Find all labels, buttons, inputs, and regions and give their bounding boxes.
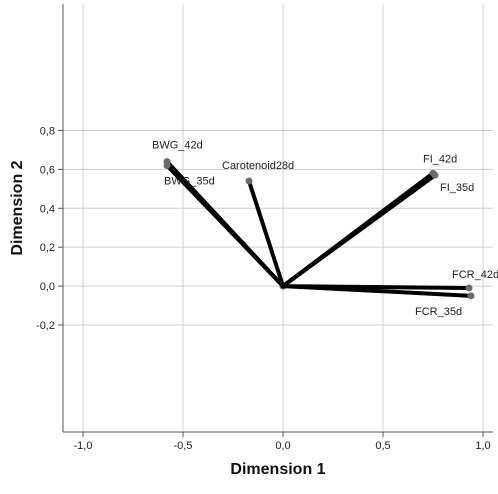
x-tick-label: -1,0 xyxy=(74,440,93,452)
label-layer: BWG_42d BWG_35d Carotenoid28d FI_42d FI_35d F… xyxy=(152,140,498,318)
vector-label-fcr-35d: FCR_35d xyxy=(415,306,462,318)
axis-layer: -1,0 -0,5 0,0 0,5 1,0 -0,2 0,0 0,2 0,4 0,6 0,8 xyxy=(36,4,493,452)
x-tick-label: 0,5 xyxy=(375,440,390,452)
vector-label-bwg-42d: BWG_42d xyxy=(152,140,203,152)
vector-line-carotenoid28d xyxy=(247,179,285,289)
vector-line-bwg-35d xyxy=(165,163,285,289)
y-tick-label: 0,2 xyxy=(40,242,55,254)
vector-point-carotenoid28d xyxy=(245,177,253,185)
vector-point-fi-35d xyxy=(431,171,439,179)
y-tick-label: 0,8 xyxy=(40,125,55,137)
vector-label-fi-42d: FI_42d xyxy=(423,153,457,165)
x-tick-label: -0,5 xyxy=(174,440,193,452)
vector-line-fi-35d xyxy=(281,173,437,289)
vector-label-fi-35d: FI_35d xyxy=(440,182,474,194)
y-tick-label: 0,0 xyxy=(40,281,55,293)
vector-line-fcr-35d xyxy=(281,284,473,298)
vector-label-bwg-35d: BWG_35d xyxy=(164,175,215,187)
y-axis-title: Dimension 2 xyxy=(9,160,26,255)
vector-point-bwg-35d xyxy=(163,161,171,169)
vector-label-carotenoid28d: Carotenoid28d xyxy=(222,160,294,172)
vector-point-fcr-35d xyxy=(467,292,475,300)
grid-layer xyxy=(63,4,493,432)
vector-point-fcr-42d xyxy=(465,284,473,292)
x-axis-title: Dimension 1 xyxy=(230,461,325,478)
x-tick-label: 1,0 xyxy=(475,440,490,452)
vector-layer xyxy=(163,158,475,300)
y-tick-label: 0,6 xyxy=(40,164,55,176)
y-tick-label: 0,4 xyxy=(40,203,55,215)
vector-label-fcr-42d: FCR_42d xyxy=(452,269,498,281)
x-tick-label: 0,0 xyxy=(275,440,290,452)
y-tick-label: -0,2 xyxy=(36,320,55,332)
